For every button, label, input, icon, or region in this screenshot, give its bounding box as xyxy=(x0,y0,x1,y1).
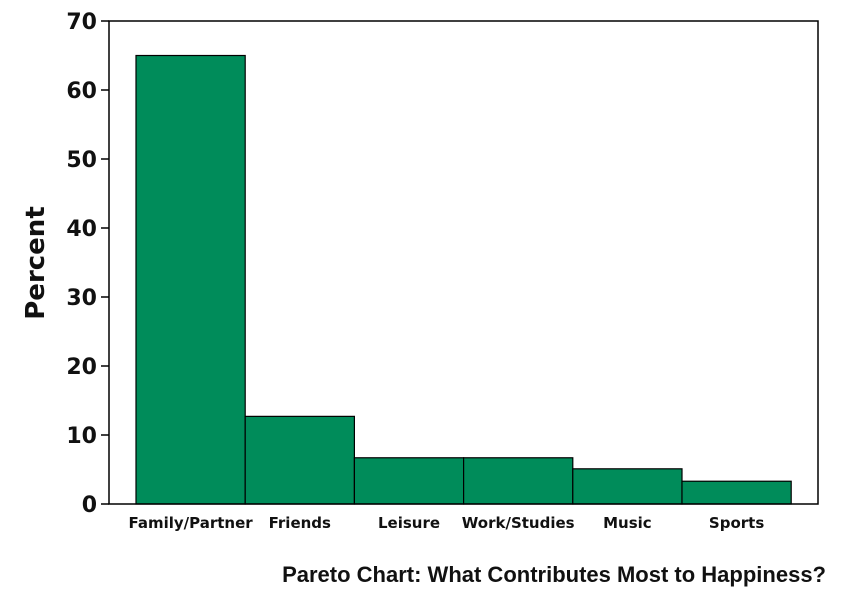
bar-leisure xyxy=(353,457,465,505)
y-axis-title: Percent xyxy=(21,206,51,320)
bar-friends xyxy=(244,415,355,505)
bar-family-partner xyxy=(135,54,246,505)
y-tick-label: 40 xyxy=(66,217,97,242)
y-tick-label: 0 xyxy=(82,493,97,518)
x-tick-label: Music xyxy=(603,514,652,532)
x-tick-label: Sports xyxy=(709,514,764,532)
bar-sports xyxy=(681,480,792,505)
y-tick-label: 60 xyxy=(66,79,97,104)
x-tick-label: Friends xyxy=(269,514,331,532)
x-tick-label: Work/Studies xyxy=(462,514,575,532)
x-tick-label: Family/Partner xyxy=(128,514,253,532)
y-tick-label: 30 xyxy=(66,286,97,311)
plot-frame xyxy=(108,20,819,505)
bars-group xyxy=(135,54,792,505)
y-tick-label: 70 xyxy=(66,10,97,35)
chart-caption: Pareto Chart: What Contributes Most to H… xyxy=(282,562,826,587)
y-tick-label: 50 xyxy=(66,148,97,173)
y-axis-ticks: 0 10 20 30 40 50 60 70 xyxy=(66,10,109,518)
y-tick-label: 10 xyxy=(66,424,97,449)
x-tick-label: Leisure xyxy=(378,514,440,532)
x-axis-labels: Family/Partner Friends Leisure Work/Studies… xyxy=(128,514,764,532)
y-tick-label: 20 xyxy=(66,355,97,380)
bar-music xyxy=(572,468,683,505)
bar-work-studies xyxy=(463,457,574,505)
